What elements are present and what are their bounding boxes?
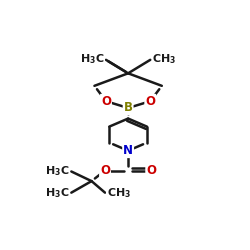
- Text: $\mathregular{H_3C}$: $\mathregular{H_3C}$: [45, 164, 70, 178]
- Text: $\mathregular{H_3C}$: $\mathregular{H_3C}$: [80, 52, 104, 66]
- Text: $\mathregular{CH_3}$: $\mathregular{CH_3}$: [107, 186, 131, 200]
- Text: $\mathregular{CH_3}$: $\mathregular{CH_3}$: [152, 52, 176, 66]
- Text: O: O: [101, 95, 111, 108]
- Text: B: B: [124, 102, 132, 114]
- Text: O: O: [145, 95, 155, 108]
- Text: O: O: [146, 164, 156, 177]
- Text: O: O: [100, 164, 110, 177]
- Text: $\mathregular{H_3C}$: $\mathregular{H_3C}$: [45, 186, 70, 200]
- Text: N: N: [123, 144, 133, 157]
